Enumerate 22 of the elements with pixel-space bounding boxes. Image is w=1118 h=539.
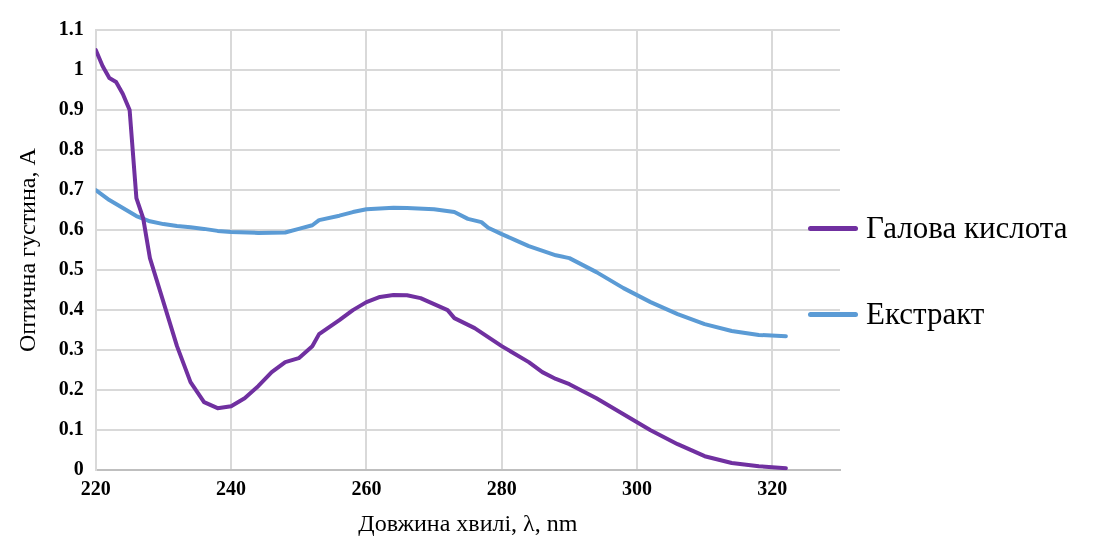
x-tick-label: 240 — [216, 477, 247, 500]
y-tick-label: 0.9 — [58, 97, 84, 120]
x-tick-label: 260 — [351, 477, 382, 500]
y-tick-label: 0.3 — [58, 337, 84, 360]
y-axis-title: Оптична густина, А — [13, 147, 40, 352]
x-tick-label: 300 — [622, 477, 653, 500]
y-tick-label: 0.6 — [58, 217, 84, 240]
x-tick-label: 320 — [757, 477, 788, 500]
x-tick-label: 220 — [80, 477, 111, 500]
y-tick-label: 0.5 — [58, 257, 84, 280]
y-tick-label: 0.4 — [58, 297, 84, 320]
y-tick-label: 1 — [73, 57, 84, 80]
legend-label: Екстракт — [866, 296, 985, 332]
y-tick-label: 0.1 — [58, 417, 84, 440]
y-tick-label: 0.7 — [58, 177, 84, 200]
y-tick-label: 0.2 — [58, 377, 84, 400]
y-tick-label: 1.1 — [58, 17, 84, 40]
y-tick-label: 0.8 — [58, 137, 84, 160]
x-tick-label: 280 — [486, 477, 517, 500]
x-axis-title: Довжина хвилі, λ, nm — [358, 509, 578, 536]
legend-label: Галова кислота — [866, 210, 1068, 246]
y-tick-label: 0 — [73, 457, 84, 480]
